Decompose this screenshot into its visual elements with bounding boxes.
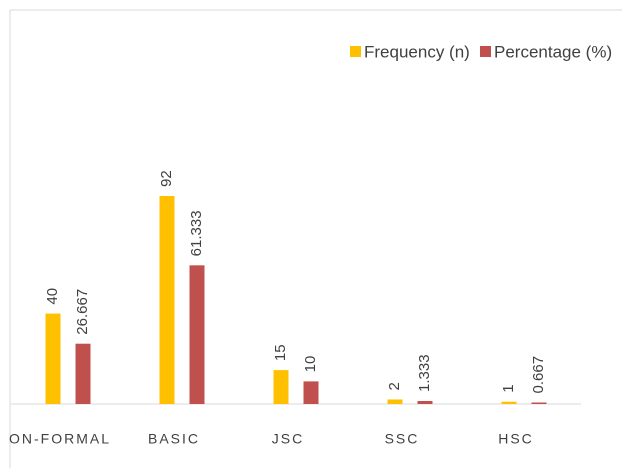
bar xyxy=(45,313,61,404)
x-tick-label: SSC xyxy=(385,431,420,447)
bar xyxy=(531,402,547,404)
x-tick-label: HSC xyxy=(498,431,534,447)
data-label: 1 xyxy=(500,384,517,392)
data-label: 26.667 xyxy=(74,289,91,335)
data-label: 15 xyxy=(272,344,289,361)
bar xyxy=(159,196,175,404)
bar xyxy=(387,399,403,404)
bar xyxy=(189,265,205,404)
legend-swatch xyxy=(480,46,491,57)
data-label: 0.667 xyxy=(530,356,547,394)
bar xyxy=(75,343,91,404)
data-label: 1.333 xyxy=(416,354,433,392)
bar xyxy=(501,401,517,404)
bar xyxy=(273,370,289,404)
bar xyxy=(303,381,319,404)
data-label: 40 xyxy=(44,288,61,305)
legend-label: Percentage (%) xyxy=(494,42,612,61)
x-tick-label: JSC xyxy=(272,431,304,447)
bar xyxy=(417,400,433,404)
legend-label: Frequency (n) xyxy=(364,42,470,61)
data-label: 61.333 xyxy=(188,210,205,256)
data-label: 10 xyxy=(302,356,319,373)
legend-swatch xyxy=(350,46,361,57)
data-label: 2 xyxy=(386,382,403,390)
x-tick-label: BASIC xyxy=(148,431,200,447)
x-tick-label: ON-FORMAL xyxy=(9,431,111,447)
data-label: 92 xyxy=(158,170,175,187)
